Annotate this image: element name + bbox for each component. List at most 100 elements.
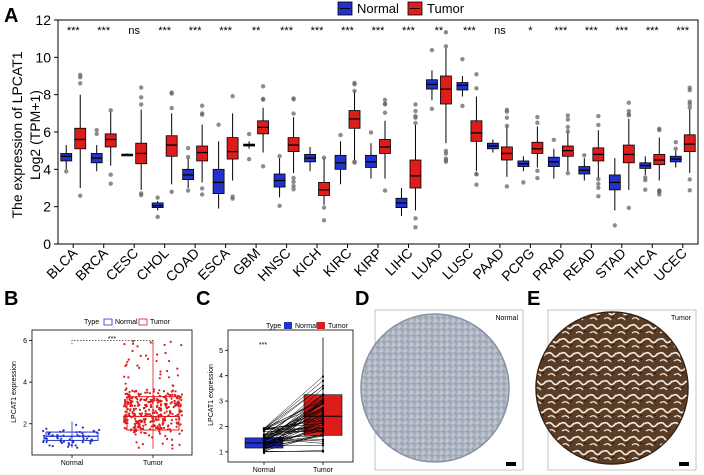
ihc-tumor-label: Tumor — [671, 315, 692, 322]
b-data-point — [131, 349, 134, 353]
a-outlier-point — [78, 81, 83, 86]
a-outlier-point — [643, 175, 648, 180]
a-outlier-point — [78, 74, 83, 80]
b-data-point — [156, 418, 159, 421]
a-box-tumor — [470, 120, 483, 142]
ihc-tumor-core-border — [535, 311, 689, 465]
b-data-point — [85, 437, 89, 440]
b-data-point — [172, 405, 175, 409]
b-data-point — [156, 426, 159, 429]
a-outlier-point — [565, 129, 571, 134]
b-data-point — [179, 405, 182, 408]
a-outlier-point — [291, 187, 296, 192]
a-significance-label: * — [528, 25, 533, 37]
b-data-point — [45, 440, 48, 444]
b-data-point — [134, 390, 138, 393]
c-pair-point — [321, 450, 325, 453]
b-data-point — [129, 399, 133, 402]
a-outlier-point — [582, 153, 587, 158]
a-outlier-point — [413, 120, 418, 126]
c-pair-point — [321, 438, 325, 441]
b-data-point — [148, 392, 152, 395]
a-xtick-label: KIRC — [320, 245, 355, 280]
a-significance-label: *** — [463, 25, 477, 37]
b-data-point — [134, 433, 137, 436]
b-data-point — [128, 390, 131, 394]
b-data-point — [150, 425, 153, 428]
a-outlier-point — [596, 113, 601, 119]
b-data-point — [178, 432, 181, 435]
a-xtick-label: ESCA — [194, 244, 233, 283]
b-data-point — [161, 423, 164, 426]
b-data-point — [123, 375, 126, 378]
b-data-point — [136, 397, 139, 401]
b-data-point — [143, 431, 146, 435]
b-data-point — [158, 432, 162, 435]
a-outlier-point — [443, 44, 449, 49]
a-significance-label: *** — [67, 25, 81, 37]
a-box-tumor — [440, 75, 452, 105]
b-data-point — [127, 358, 130, 361]
b-data-point — [156, 401, 159, 404]
a-outlier-point — [596, 177, 601, 182]
b-data-point — [42, 429, 45, 433]
b-data-point — [161, 417, 164, 421]
a-outlier-point — [443, 156, 449, 161]
a-outlier-point — [291, 179, 296, 185]
c-pair-point — [321, 411, 325, 415]
a-xtick-label: PCPG — [498, 245, 537, 284]
c-pair-point — [262, 427, 266, 430]
b-data-point — [126, 393, 129, 396]
b-data-point — [162, 419, 165, 422]
a-outlier-point — [169, 189, 174, 194]
a-box-normal — [456, 82, 469, 91]
panel-b-legend-swatch-tumor — [138, 318, 148, 326]
b-data-point — [139, 393, 142, 396]
a-outlier-point — [460, 56, 465, 62]
b-data-point — [176, 397, 179, 400]
b-data-point — [164, 434, 167, 438]
a-outlier-point — [643, 187, 648, 192]
b-data-point — [156, 353, 159, 356]
b-data-point — [171, 412, 174, 416]
panel-a-axes: 0 2 4 6 8 10 12 — [35, 12, 58, 252]
a-outlier-point — [382, 97, 388, 103]
c-pair-point — [262, 430, 266, 433]
a-significance-label: *** — [280, 25, 294, 37]
b-data-point — [171, 384, 174, 387]
panel-b-content: 2 4 6 Normal Tumor — [23, 338, 184, 467]
c-pair-line — [263, 385, 324, 430]
b-data-point — [176, 413, 179, 416]
c-pair-point — [321, 423, 325, 427]
b-data-point — [170, 422, 173, 425]
panel-a-ylabel-line1: The expression of LPCAT1 — [9, 51, 25, 218]
b-data-point — [158, 424, 161, 427]
a-outlier-point — [138, 95, 144, 100]
b-data-point — [158, 389, 161, 392]
b-data-point — [146, 391, 149, 394]
a-significance-label: ** — [252, 25, 261, 37]
a-outlier-point — [413, 216, 418, 221]
b-data-point — [141, 420, 144, 423]
a-outlier-point — [352, 88, 357, 94]
b-data-point — [163, 417, 166, 420]
b-data-point — [155, 411, 159, 415]
b-data-point — [92, 429, 95, 432]
panel-letter-a: A — [4, 5, 18, 27]
b-data-point — [42, 434, 46, 438]
a-outlier-point — [626, 205, 632, 211]
c-pair-point — [321, 395, 325, 398]
c-ytick-label: 4 — [219, 373, 223, 380]
c-pair-point — [321, 379, 325, 382]
panel-b-legend: Type Normal Tumor — [84, 318, 171, 326]
panel-letter-b: B — [4, 288, 18, 310]
a-xtick-label: BRCA — [72, 244, 111, 283]
c-pair-point — [262, 437, 266, 440]
b-data-point — [147, 408, 151, 411]
a-xtick-label: KICH — [289, 245, 324, 280]
b-data-point — [171, 393, 174, 396]
a-outlier-point — [230, 93, 235, 99]
b-data-point — [142, 424, 145, 427]
a-outlier-point — [565, 170, 571, 176]
c-xtick-label: Tumor — [313, 467, 334, 474]
